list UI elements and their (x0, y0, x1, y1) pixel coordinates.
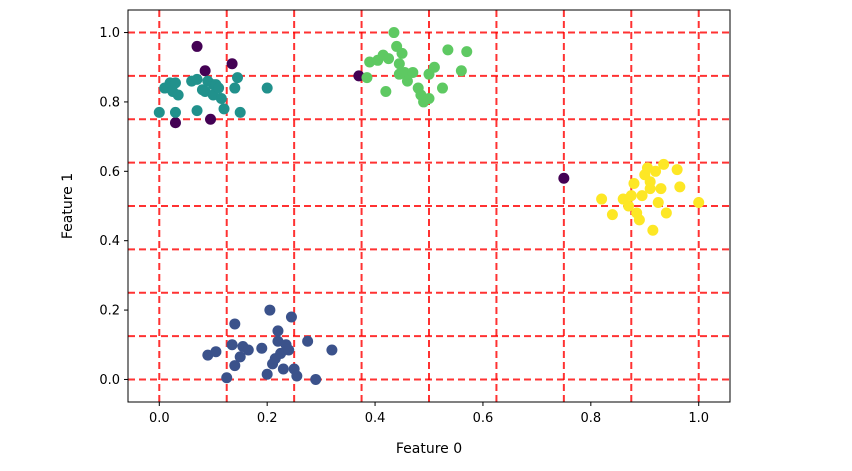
data-point (226, 339, 238, 351)
data-point (655, 183, 667, 195)
x-tick-label: 0.2 (257, 411, 278, 426)
data-point (326, 344, 338, 356)
data-point (407, 66, 419, 78)
x-tick-label: 0.8 (580, 411, 601, 426)
data-point (221, 372, 233, 384)
data-point (380, 86, 392, 98)
data-point (229, 318, 241, 330)
y-tick-label: 0.4 (99, 234, 120, 249)
data-point (674, 181, 686, 193)
data-point (234, 351, 246, 363)
data-point (650, 165, 662, 177)
data-point (153, 106, 165, 118)
data-point (242, 344, 254, 356)
data-point (261, 368, 273, 380)
y-tick-label: 1.0 (99, 26, 120, 41)
data-point (169, 117, 181, 129)
data-point (191, 73, 203, 85)
grid (128, 10, 730, 402)
data-point (272, 325, 284, 337)
data-point (558, 172, 570, 184)
data-point (636, 190, 648, 202)
data-point (436, 82, 448, 94)
data-point (671, 164, 683, 176)
data-point (647, 224, 659, 236)
data-point (361, 72, 373, 84)
x-axis-label: Feature 0 (396, 441, 462, 457)
data-point (199, 65, 211, 77)
data-point (423, 92, 435, 104)
x-axis-ticks: 0.0 0.2 0.4 0.6 0.8 1.0 (149, 402, 709, 426)
data-point (461, 46, 473, 58)
x-tick-label: 0.6 (473, 411, 494, 426)
data-point (396, 47, 408, 59)
data-point (428, 61, 440, 73)
data-point (261, 82, 273, 94)
data-point (302, 335, 314, 347)
data-point (226, 58, 238, 70)
data-point (596, 193, 608, 205)
data-point (232, 72, 244, 84)
data-point (169, 106, 181, 118)
data-point (169, 77, 181, 89)
y-tick-label: 0.2 (99, 304, 120, 319)
data-point (660, 207, 672, 219)
data-point (401, 75, 413, 87)
x-tick-label: 0.0 (149, 411, 170, 426)
data-point (210, 346, 222, 358)
data-point (191, 105, 203, 117)
data-point (442, 44, 454, 56)
data-point (215, 92, 227, 104)
y-axis-label: Feature 1 (60, 173, 76, 239)
data-point (229, 82, 241, 94)
data-point (658, 158, 670, 170)
data-point (218, 103, 230, 115)
data-point (172, 89, 184, 101)
data-point (283, 344, 295, 356)
y-tick-label: 0.0 (99, 373, 120, 388)
data-point (388, 27, 400, 39)
x-tick-label: 1.0 (688, 411, 709, 426)
data-point (205, 113, 217, 125)
data-point (285, 311, 297, 323)
y-tick-label: 0.8 (99, 95, 120, 110)
x-tick-label: 0.4 (365, 411, 386, 426)
data-point (277, 363, 289, 375)
data-point (628, 177, 640, 189)
data-point (264, 304, 276, 316)
data-point (633, 214, 645, 226)
data-point (234, 106, 246, 118)
data-point (310, 373, 322, 385)
data-point (399, 66, 411, 78)
data-point (291, 370, 303, 382)
data-point (393, 58, 405, 70)
data-point (625, 190, 637, 202)
data-point (623, 200, 635, 212)
y-axis-ticks: 0.0 0.2 0.4 0.6 0.8 1.0 (99, 26, 128, 388)
data-point (383, 53, 395, 65)
data-point (606, 209, 618, 221)
data-points (153, 27, 705, 385)
data-point (213, 82, 225, 94)
data-point (229, 360, 241, 372)
y-tick-label: 0.6 (99, 165, 120, 180)
data-point (455, 65, 467, 77)
data-point (652, 197, 664, 209)
data-point (693, 197, 705, 209)
plot-frame (127, 9, 731, 403)
data-point (191, 40, 203, 52)
data-point (644, 183, 656, 195)
data-point (256, 342, 268, 354)
